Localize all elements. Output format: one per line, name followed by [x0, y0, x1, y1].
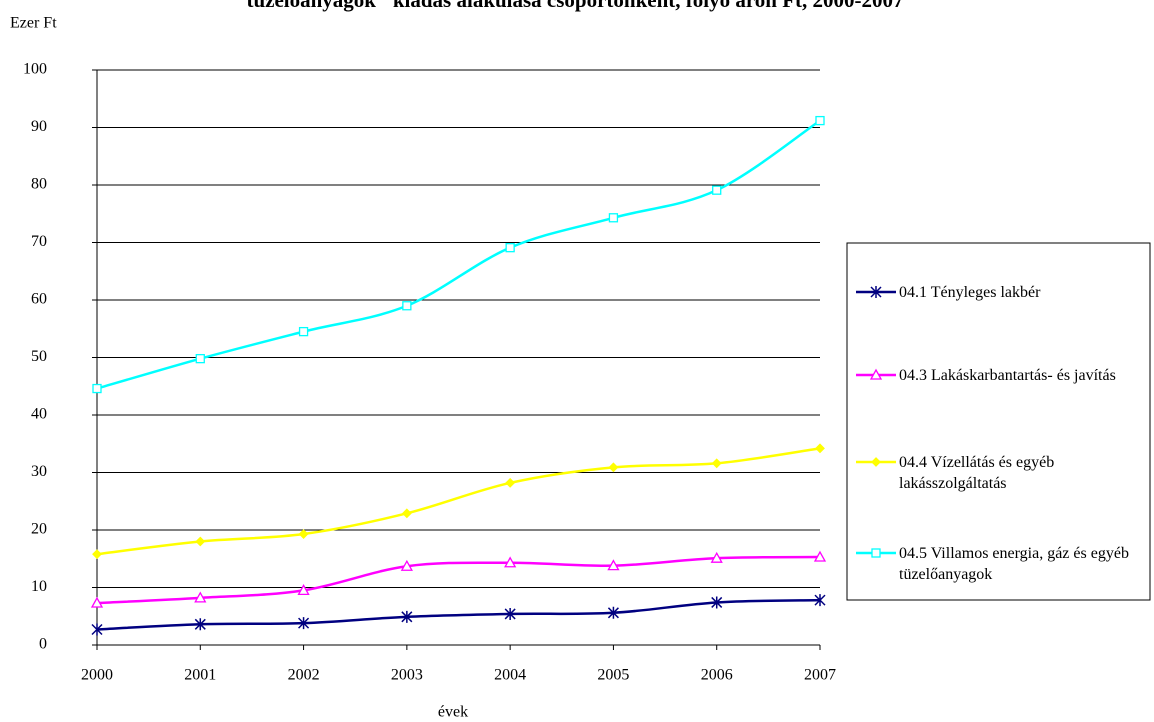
series-line: [96, 555, 821, 605]
y-tick-label: 90: [31, 118, 47, 135]
y-tick-label: 80: [31, 176, 47, 193]
marker: [298, 326, 309, 337]
marker: [869, 368, 883, 380]
legend-label: 04.4 Vízellátás és egyéb lakásszolgáltat…: [899, 454, 1055, 492]
marker: [90, 596, 104, 608]
y-tick-label: 0: [39, 636, 47, 653]
series-line: [96, 447, 821, 556]
series-line: [96, 119, 821, 390]
series: [92, 443, 825, 560]
x-tick-label: 2004: [494, 667, 526, 684]
marker: [607, 606, 619, 619]
marker: [608, 213, 619, 223]
marker: [298, 529, 309, 539]
x-tick-label: 2002: [288, 667, 320, 684]
marker: [870, 286, 882, 298]
legend-box: [846, 242, 1151, 601]
y-tick-label: 40: [31, 406, 47, 423]
marker: [504, 607, 516, 620]
y-tick-label: 100: [23, 61, 47, 78]
x-tick-label: 2001: [184, 667, 216, 684]
marker: [608, 462, 619, 473]
series: [90, 550, 827, 608]
marker: [401, 508, 412, 519]
marker: [194, 618, 206, 631]
y-tick-label: 30: [31, 463, 47, 480]
y-tick-label: 60: [31, 291, 47, 308]
chart-title: tüzelőanyagok" kiadás alakulása csoporto…: [246, 0, 903, 12]
marker: [871, 457, 881, 467]
marker: [400, 559, 413, 571]
marker: [505, 477, 516, 488]
series: [92, 115, 825, 394]
marker: [871, 548, 881, 558]
marker: [814, 594, 826, 607]
x-tick-label: 2007: [804, 667, 836, 684]
marker: [505, 243, 515, 253]
marker: [712, 185, 722, 195]
legend-label: 04.5 Villamos energia, gáz és egyéb tüze…: [899, 545, 1129, 583]
legend-label: 04.3 Lakáskarbantartás- és javítás: [899, 367, 1116, 384]
marker: [813, 550, 827, 562]
legend-label: 04.1 Tényleges lakbér: [899, 284, 1041, 301]
marker: [711, 596, 723, 609]
marker: [710, 551, 723, 563]
y-tick-label: 20: [31, 521, 47, 538]
marker: [195, 353, 205, 364]
x-tick-label: 2005: [597, 667, 629, 684]
x-tick-label: 2000: [81, 667, 113, 684]
y-tick-label: 50: [31, 348, 47, 365]
marker: [195, 536, 206, 547]
y-tick-label: 70: [31, 233, 47, 250]
marker: [91, 623, 103, 636]
marker: [402, 301, 412, 311]
marker: [815, 443, 825, 454]
marker: [298, 617, 310, 630]
marker: [92, 549, 102, 560]
x-tick-label: 2003: [391, 667, 423, 684]
marker: [815, 115, 825, 126]
x-tick-label: 2006: [701, 667, 733, 684]
series: [91, 594, 826, 636]
marker: [607, 559, 620, 571]
y-axis-label: Ezer Ft: [10, 15, 57, 32]
series-line: [96, 598, 821, 631]
y-tick-label: 10: [31, 578, 47, 595]
marker: [92, 383, 102, 394]
x-axis-label: évek: [438, 704, 468, 721]
marker: [504, 556, 517, 568]
marker: [401, 610, 413, 623]
marker: [297, 584, 310, 596]
marker: [194, 591, 207, 603]
marker: [711, 458, 722, 469]
